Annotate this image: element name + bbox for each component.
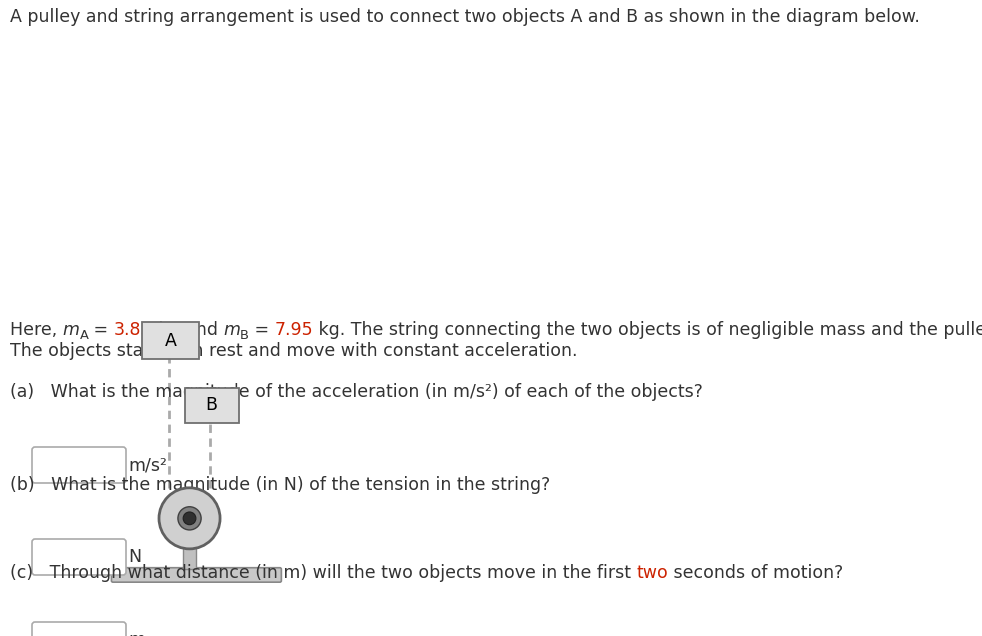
Text: kg and: kg and: [152, 321, 223, 339]
Circle shape: [184, 512, 195, 525]
Circle shape: [159, 488, 220, 549]
Text: m: m: [63, 321, 80, 339]
Circle shape: [178, 507, 201, 530]
Text: m/s²: m/s²: [128, 456, 167, 474]
Text: Here,: Here,: [10, 321, 63, 339]
Text: A pulley and string arrangement is used to connect two objects A and B as shown : A pulley and string arrangement is used …: [10, 8, 920, 26]
Text: seconds of motion?: seconds of motion?: [668, 564, 844, 582]
FancyBboxPatch shape: [32, 539, 126, 575]
FancyBboxPatch shape: [32, 447, 126, 483]
Text: (b)   What is the magnitude (in N) of the tension in the string?: (b) What is the magnitude (in N) of the …: [10, 476, 550, 494]
FancyBboxPatch shape: [32, 622, 126, 636]
Text: The objects start from rest and move with constant acceleration.: The objects start from rest and move wit…: [10, 342, 577, 360]
FancyBboxPatch shape: [111, 568, 282, 582]
Text: m: m: [223, 321, 240, 339]
Text: =: =: [88, 321, 114, 339]
Bar: [183, 534, 196, 569]
Text: 3.85: 3.85: [114, 321, 152, 339]
Text: two: two: [636, 564, 668, 582]
Text: 7.95: 7.95: [275, 321, 313, 339]
Text: A: A: [80, 329, 88, 342]
Text: (c)   Through what distance (in m) will the two objects move in the first: (c) Through what distance (in m) will th…: [10, 564, 636, 582]
FancyBboxPatch shape: [185, 388, 239, 423]
Text: B: B: [205, 396, 218, 415]
Text: kg. The string connecting the two objects is of negligible mass and the pulley i: kg. The string connecting the two object…: [313, 321, 982, 339]
Text: A: A: [165, 332, 177, 350]
Text: B: B: [240, 329, 248, 342]
Text: m: m: [128, 631, 145, 636]
Text: (a)   What is the magnitude of the acceleration (in m/s²) of each of the objects: (a) What is the magnitude of the acceler…: [10, 383, 703, 401]
Text: N: N: [128, 548, 141, 566]
Text: =: =: [248, 321, 275, 339]
FancyBboxPatch shape: [142, 322, 199, 359]
